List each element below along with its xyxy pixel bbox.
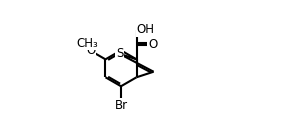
Text: CH₃: CH₃ bbox=[76, 37, 98, 50]
Text: S: S bbox=[116, 47, 123, 60]
Text: Br: Br bbox=[114, 99, 127, 112]
Text: O: O bbox=[148, 38, 157, 51]
Text: OH: OH bbox=[136, 23, 155, 36]
Text: O: O bbox=[86, 44, 95, 57]
